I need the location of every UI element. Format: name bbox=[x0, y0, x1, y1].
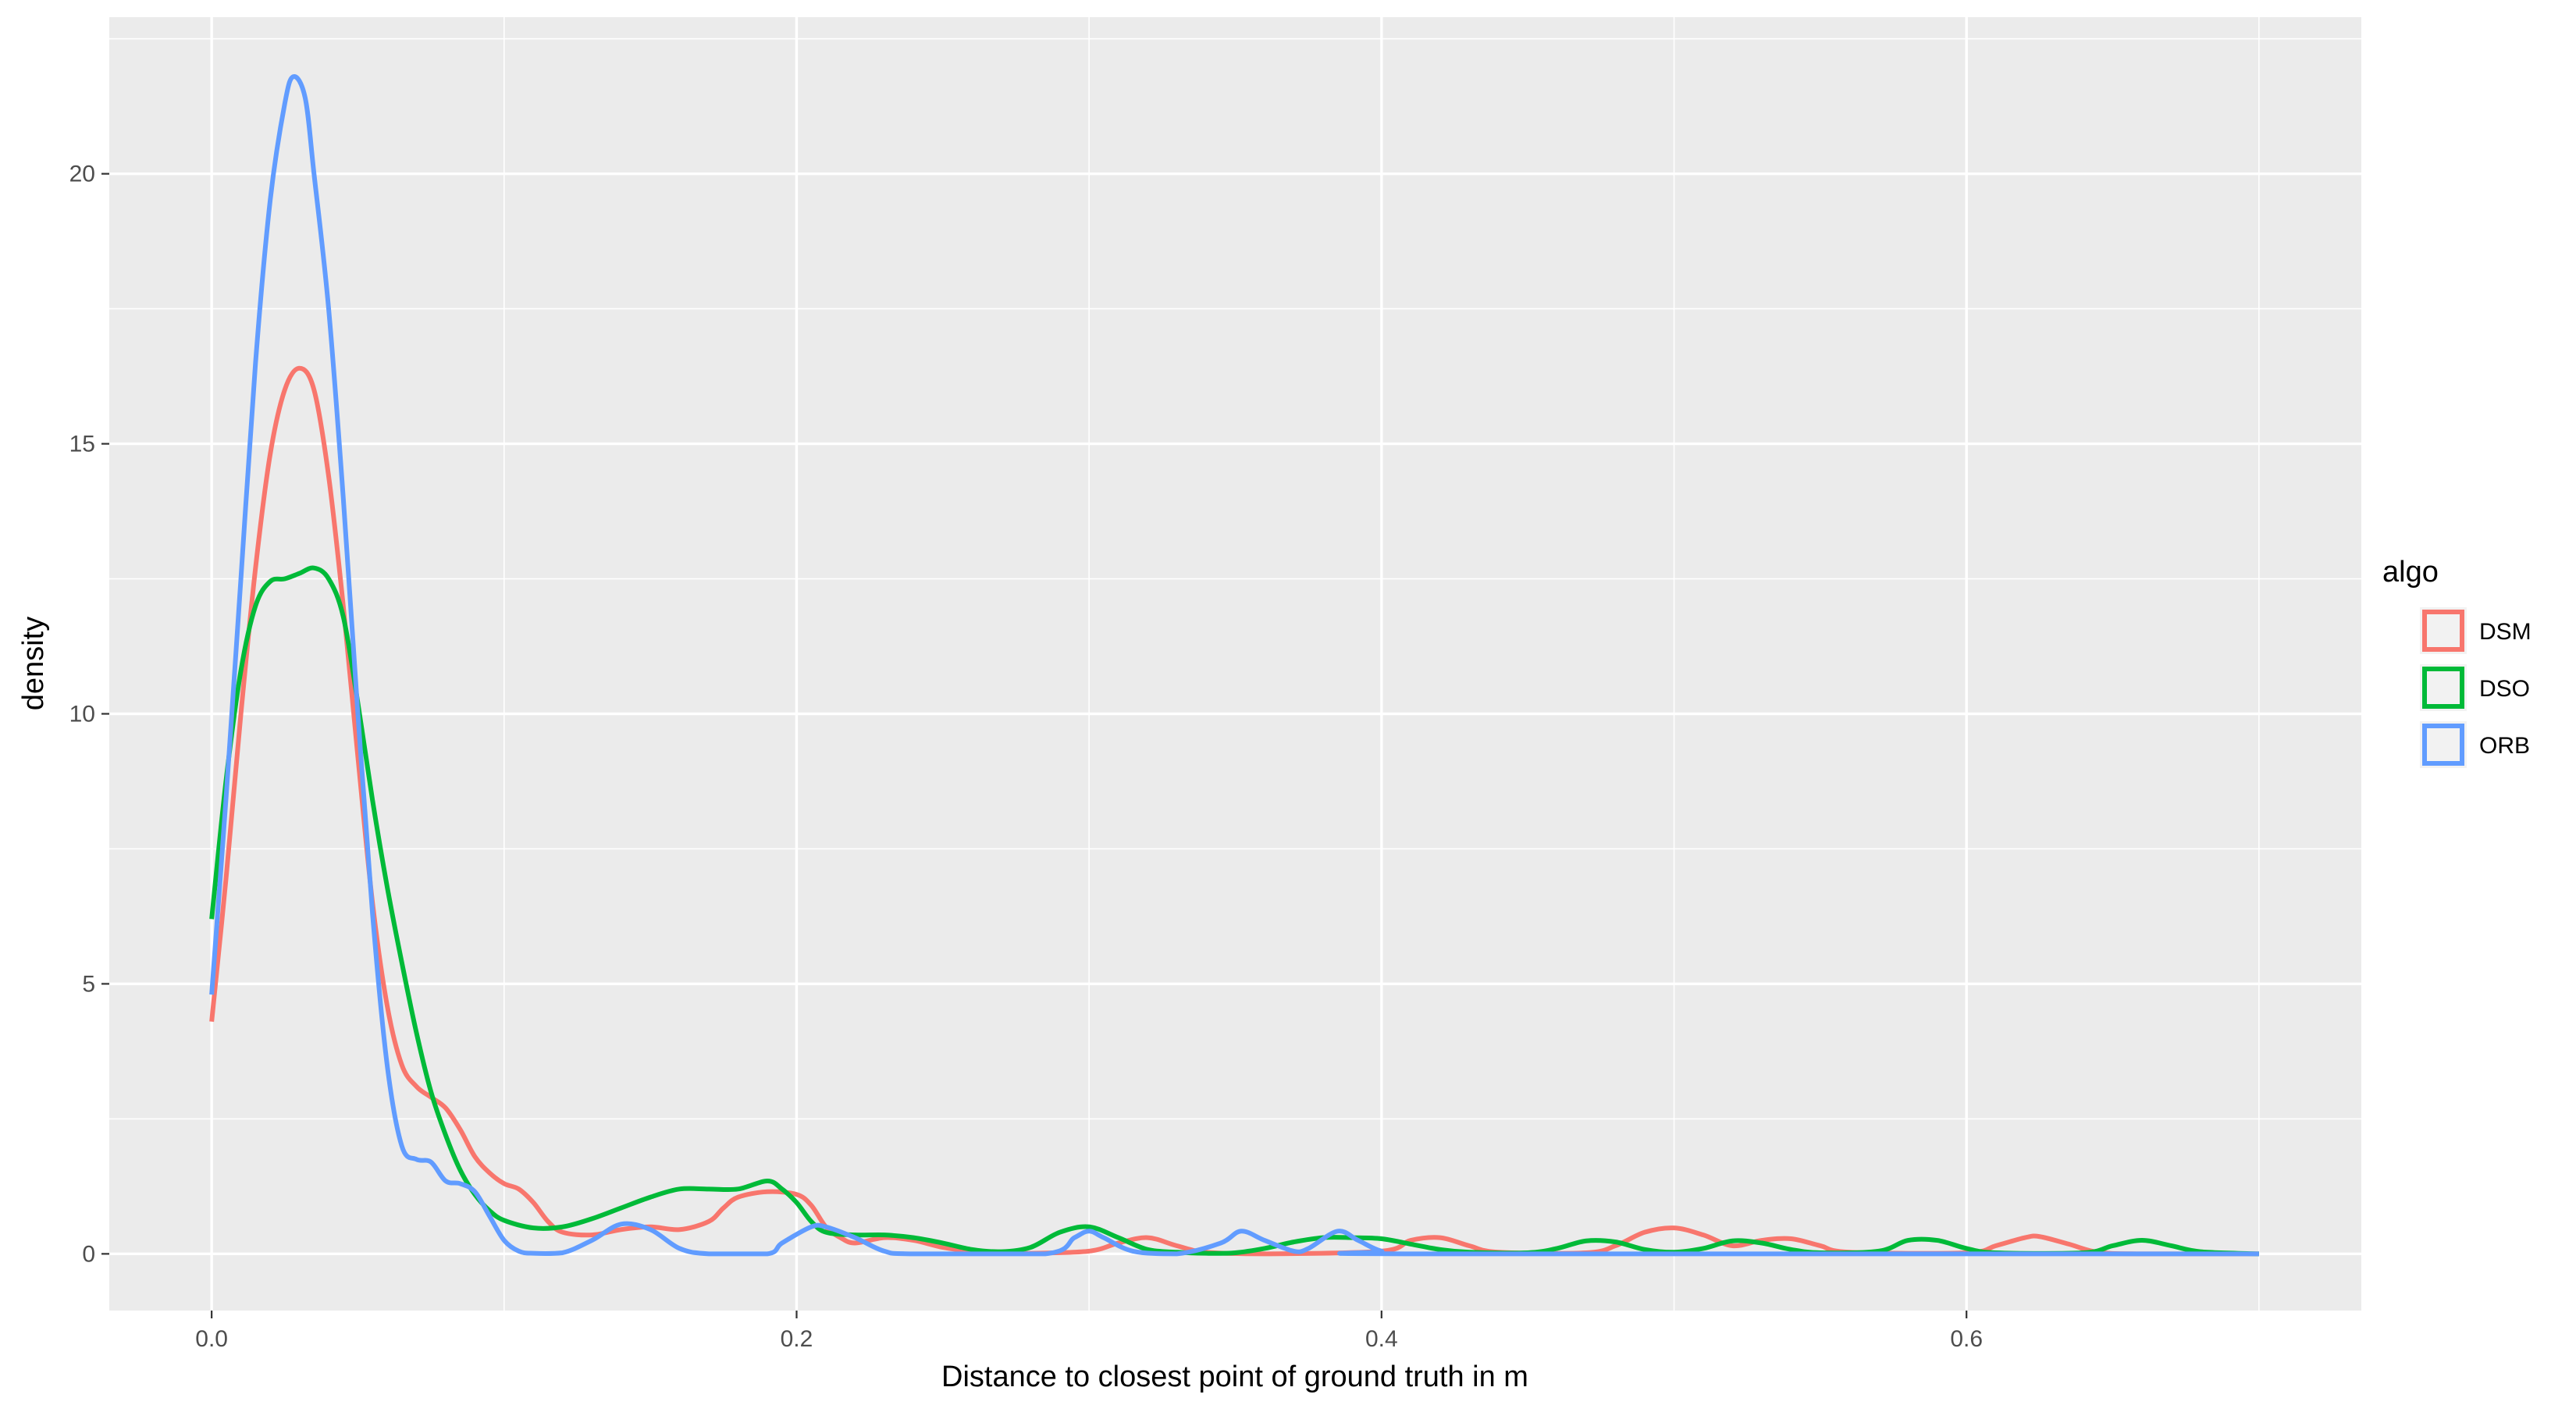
density-line-dso bbox=[209, 565, 2259, 1257]
legend-label-dso: DSO bbox=[2479, 676, 2530, 702]
y-tick-label: 20 bbox=[69, 162, 95, 187]
density-line-dsm bbox=[209, 365, 2259, 1257]
legend-key-dso bbox=[2422, 667, 2464, 709]
y-tick-label: 15 bbox=[69, 432, 95, 457]
legend-key-background bbox=[2420, 664, 2467, 711]
series-layer bbox=[209, 74, 2259, 1257]
x-tick-label: 0.0 bbox=[195, 1326, 228, 1352]
x-axis: 0.0 0.2 0.4 0.6 bbox=[195, 1311, 1983, 1352]
plot-panel bbox=[109, 17, 2361, 1311]
legend-label-orb: ORB bbox=[2479, 733, 2530, 759]
legend-key-orb bbox=[2422, 724, 2464, 766]
x-axis-title: Distance to closest point of ground trut… bbox=[941, 1361, 1528, 1393]
y-tick-label: 5 bbox=[82, 971, 95, 997]
x-tick-label: 0.2 bbox=[781, 1326, 813, 1352]
legend-label-dsm: DSM bbox=[2479, 619, 2532, 645]
x-tick-label: 0.6 bbox=[1950, 1326, 1983, 1352]
y-tick-label: 10 bbox=[69, 701, 95, 727]
x-tick-label: 0.4 bbox=[1365, 1326, 1398, 1352]
legend-key-background bbox=[2420, 607, 2467, 654]
minor-grid bbox=[109, 17, 2361, 1311]
legend: algo DSM DSO ORB bbox=[2382, 556, 2532, 768]
legend-title: algo bbox=[2382, 556, 2439, 589]
density-line-orb bbox=[209, 74, 2259, 1257]
y-axis-title: density bbox=[17, 617, 50, 710]
y-tick-label: 0 bbox=[82, 1241, 95, 1267]
legend-key-background bbox=[2420, 721, 2467, 768]
legend-key-dsm bbox=[2422, 610, 2464, 652]
y-axis: 0 5 10 15 20 bbox=[69, 162, 109, 1267]
